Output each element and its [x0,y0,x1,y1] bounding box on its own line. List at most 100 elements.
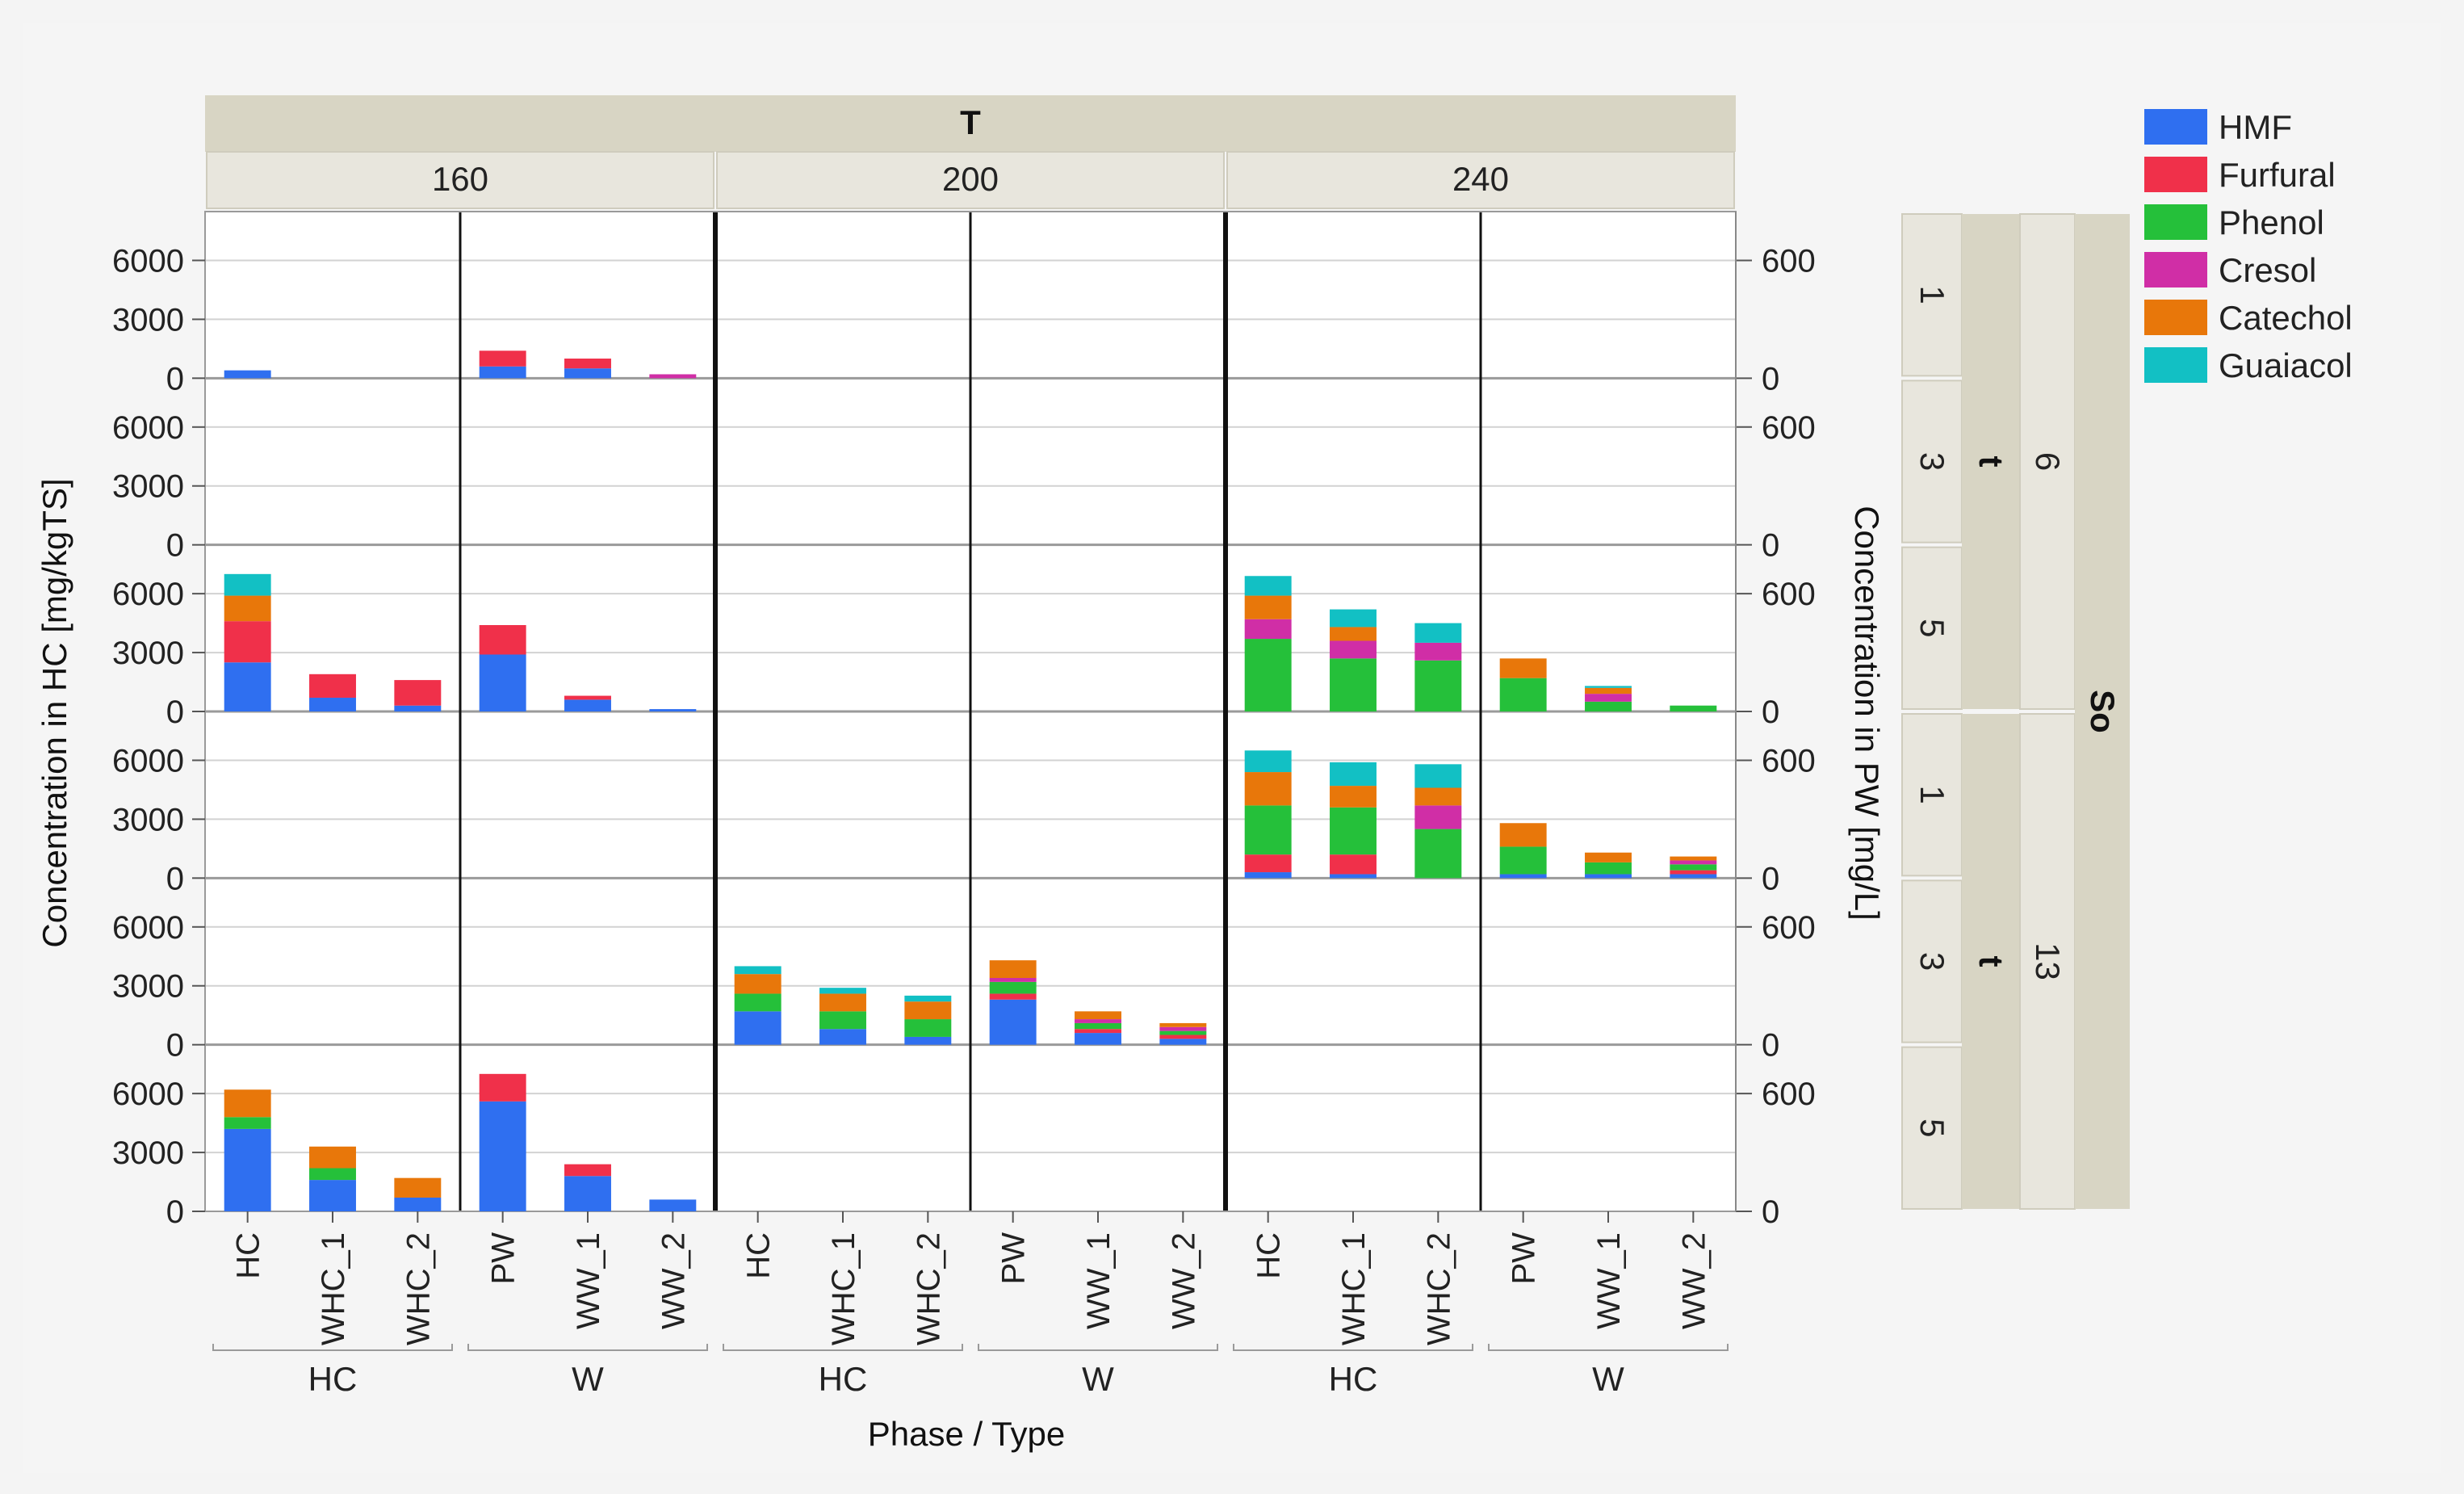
group-bracket [1488,1344,1729,1351]
y-right-tick-label: 600 [1762,910,1816,946]
x-tick-label: HC [741,1232,777,1279]
bar-phenol-hc [1244,805,1292,855]
y-left-tick-label: 6000 [112,910,184,946]
y-left-tick-label: 3000 [112,302,184,338]
group-label: W [1082,1360,1114,1398]
row-facet-mid-title: t [1972,956,2010,967]
x-tick-label: WHC_2 [1421,1232,1456,1345]
col-facet-label: 240 [1452,160,1509,198]
bar-furfural-hc [1244,854,1292,873]
row-facet-outer-label: 6 [2029,452,2067,471]
bar-cresol-ww_2 [649,374,697,379]
bar-furfural-ww_1 [564,695,611,700]
y-right-tick-label: 600 [1762,743,1816,778]
bar-guaiacol-ww_1 [1585,686,1632,688]
legend-swatch-furfural [2144,157,2207,192]
row-facet-label: 3 [1913,952,1951,971]
y-left-tick-label: 3000 [112,636,184,671]
bar-phenol-whc_2 [904,1019,952,1037]
y-left-tick-label: 3000 [112,802,184,837]
legend-label-furfural: Furfural [2219,156,2336,194]
legend-swatch-cresol [2144,252,2207,287]
row-facet-outer-title-strip [2075,214,2130,1209]
bar-furfural-hc [224,621,271,663]
bar-catechol-whc_2 [1414,787,1462,806]
bar-guaiacol-hc [224,573,271,596]
y-left-tick-label: 0 [166,695,184,730]
bar-phenol-ww_2 [1159,1030,1207,1035]
group-label: HC [308,1360,358,1398]
bar-catechol-pw [1499,823,1547,847]
group-bracket [1233,1344,1473,1351]
bar-cresol-ww_1 [1585,694,1632,702]
group-bracket [723,1344,963,1351]
legend-swatch-phenol [2144,204,2207,240]
bar-guaiacol-whc_2 [1414,623,1462,643]
bar-hmf-hc [224,1128,271,1211]
x-tick-label: PW [1506,1232,1542,1285]
bar-phenol-ww_1 [1585,862,1632,875]
bar-phenol-ww_1 [1585,701,1632,711]
x-tick-label: WW_1 [571,1232,606,1329]
x-tick-label: WW_2 [656,1232,691,1329]
y-right-tick-label: 600 [1762,1076,1816,1112]
bar-hmf-ww_1 [564,1176,611,1211]
y-right-tick-label: 600 [1762,410,1816,446]
y-left-tick-label: 0 [166,528,184,564]
y-right-tick-label: 0 [1762,1194,1779,1230]
y-right-tick-label: 0 [1762,1028,1779,1064]
bar-hmf-whc_1 [309,1180,356,1211]
bar-hmf-ww_2 [1159,1039,1207,1045]
y-axis-left-title: Concentration in HC [mg/kgTS] [36,478,73,947]
x-tick-label: HC [1251,1232,1287,1279]
row-facet-strip [1901,879,1963,1043]
row-facet-strip [1901,380,1963,543]
row-facet-label: 1 [1913,285,1951,304]
bar-catechol-pw [989,960,1037,979]
bar-catechol-whc_1 [819,993,866,1012]
bar-furfural-whc_1 [309,674,356,698]
bar-guaiacol-hc [734,966,782,975]
bar-furfural-ww_1 [1075,1029,1121,1034]
bar-catechol-whc_2 [904,1001,952,1020]
legend-label-guaiacol: Guaiacol [2219,346,2353,384]
legend-label-phenol: Phenol [2219,204,2324,241]
bar-hmf-ww_1 [1585,874,1632,879]
y-left-tick-label: 6000 [112,743,184,778]
bar-catechol-ww_2 [1159,1022,1207,1027]
bar-cresol-whc_2 [1414,805,1462,829]
group-bracket [978,1344,1218,1351]
bar-furfural-whc_2 [394,680,442,706]
legend-swatch-hmf [2144,109,2207,145]
row-facet-mid-strip [1962,214,2020,709]
bar-hmf-pw [1499,874,1547,879]
bar-furfural-whc_1 [1330,854,1377,875]
bar-hmf-hc [224,370,271,379]
legend-swatch-catechol [2144,300,2207,335]
bar-cresol-whc_2 [1414,642,1462,661]
bar-catechol-whc_2 [394,1177,442,1198]
bar-phenol-whc_1 [1330,658,1377,711]
bar-guaiacol-whc_2 [1414,764,1462,788]
x-tick-label: WHC_1 [1336,1232,1372,1345]
bar-cresol-hc [1244,619,1292,640]
y-right-tick-label: 0 [1762,861,1779,896]
bar-phenol-hc [224,1117,271,1129]
bar-cresol-ww_1 [1075,1019,1121,1023]
group-label: HC [1329,1360,1378,1398]
x-tick-label: HC [231,1232,266,1279]
bar-hmf-ww_1 [564,699,611,711]
legend-label-hmf: HMF [2219,108,2292,146]
bar-phenol-whc_1 [1330,807,1377,855]
bar-hmf-whc_2 [394,1197,442,1211]
x-tick-label: WHC_2 [911,1232,946,1345]
row-facet-strip [1901,1046,1963,1210]
bar-furfural-ww_1 [564,359,611,369]
bar-hmf-hc [1244,872,1292,879]
bar-catechol-hc [224,1089,271,1118]
y-left-tick-label: 3000 [112,1135,184,1171]
row-facet-label: 3 [1913,452,1951,471]
bar-hmf-whc_1 [1330,874,1377,879]
bar-furfural-pw [479,625,526,655]
x-tick-label: WW_1 [1081,1232,1117,1329]
